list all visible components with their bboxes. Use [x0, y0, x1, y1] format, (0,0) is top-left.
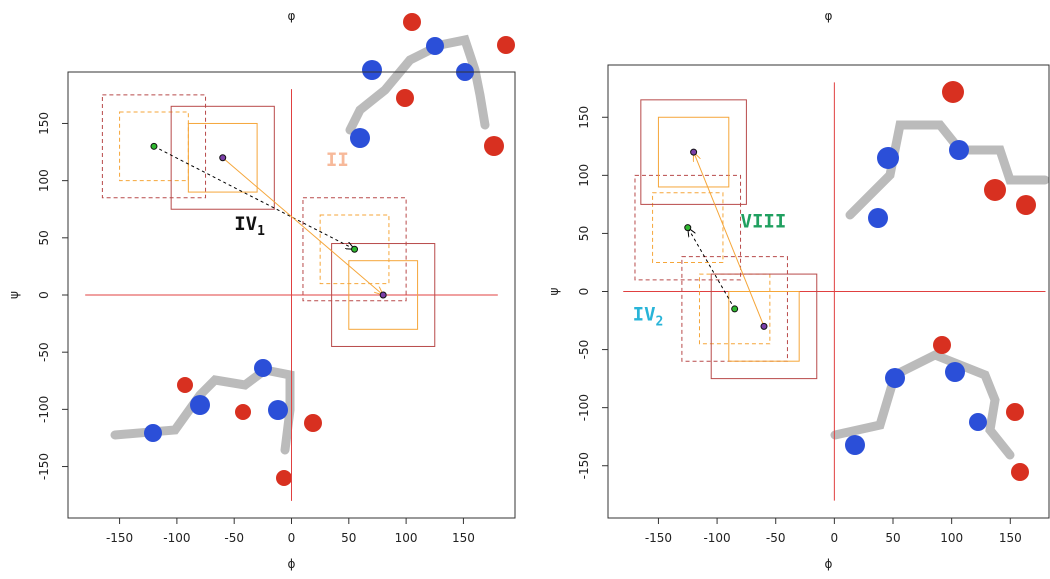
- window-box: [101, 94, 207, 199]
- point: [219, 154, 227, 162]
- y-tick-label: 50: [577, 226, 591, 241]
- y-tick-label: -50: [37, 342, 51, 362]
- y-axis-label: ψ: [547, 287, 561, 295]
- window-box: [119, 111, 189, 182]
- y-tick-label: 0: [37, 291, 51, 299]
- x-tick-label: -100: [703, 531, 730, 545]
- x-tick-label: -150: [106, 531, 133, 545]
- annotation: II: [326, 149, 349, 171]
- x-tick-label: 50: [341, 531, 356, 545]
- y-tick-label: 100: [37, 169, 51, 192]
- window-box: [302, 197, 407, 302]
- y-tick-label: -100: [37, 396, 51, 423]
- panel: φ ϕ ψ -150 -100 -50 0 50 100 150 -150 -100 -50 0 50 100…: [547, 9, 1050, 571]
- x-tick-label: -50: [224, 531, 244, 545]
- annotation: IV1: [234, 213, 265, 239]
- molecule: [345, 13, 515, 156]
- transition-arrow: [153, 145, 355, 249]
- transition-arrow: [694, 152, 765, 327]
- y-axis-label: ψ: [7, 291, 21, 299]
- molecule: [845, 81, 1050, 228]
- point: [150, 142, 158, 150]
- y-tick-label: -150: [577, 452, 591, 479]
- window-box: [331, 243, 436, 347]
- annotation-text: II: [326, 149, 349, 171]
- x-tick-label: 150: [452, 531, 475, 545]
- molecule-illustrations: [110, 13, 1050, 486]
- annotation-subscript: 1: [257, 224, 265, 239]
- x-tick-label: 100: [940, 531, 963, 545]
- window-box: [319, 214, 390, 285]
- panel: φ ϕ ψ -150 -100 -50 0 50 100 150 -150 -100 -50 0 50 100…: [7, 9, 516, 571]
- annotation-text: IV: [234, 213, 257, 235]
- x-tick-label: 0: [831, 531, 839, 545]
- window-box: [170, 105, 275, 210]
- point: [351, 245, 359, 253]
- x-tick-label: -50: [766, 531, 786, 545]
- x-tick-label: -100: [163, 531, 190, 545]
- x-tick-label: 0: [288, 531, 296, 545]
- y-tick-label: -100: [577, 394, 591, 421]
- y-tick-label: 50: [37, 230, 51, 245]
- window-box: [652, 192, 724, 263]
- chart-title: φ: [288, 9, 296, 23]
- annotation: VIII: [741, 211, 787, 233]
- x-tick-label: 50: [885, 531, 900, 545]
- y-tick-label: 150: [577, 106, 591, 129]
- transition-arrow: [222, 157, 383, 295]
- window-box: [728, 291, 800, 362]
- window-box: [710, 273, 818, 380]
- annotation-text: VIII: [741, 211, 787, 233]
- window-box: [640, 99, 747, 205]
- window-box: [348, 260, 419, 330]
- point: [760, 322, 768, 330]
- window-box: [187, 122, 258, 193]
- point: [731, 305, 739, 313]
- x-axis-label: ϕ: [288, 557, 296, 571]
- x-axis-label: ϕ: [825, 557, 833, 571]
- point: [379, 291, 387, 299]
- molecule: [110, 359, 322, 486]
- y-tick-label: 0: [577, 288, 591, 296]
- x-tick-label: 100: [395, 531, 418, 545]
- point: [690, 148, 698, 156]
- point: [684, 224, 692, 232]
- x-tick-label: -150: [645, 531, 672, 545]
- chart-title: φ: [825, 9, 833, 23]
- annotation-text: IV: [633, 304, 656, 326]
- annotation-subscript: 2: [656, 315, 664, 330]
- y-tick-label: -50: [577, 340, 591, 360]
- window-box: [657, 116, 730, 188]
- x-tick-label: 150: [999, 531, 1022, 545]
- window-box: [634, 174, 742, 281]
- molecule: [830, 336, 1029, 481]
- y-tick-label: 150: [37, 112, 51, 135]
- y-tick-label: 100: [577, 164, 591, 187]
- annotation: IV2: [633, 304, 664, 330]
- y-tick-label: -150: [37, 453, 51, 480]
- transition-arrow: [688, 228, 736, 310]
